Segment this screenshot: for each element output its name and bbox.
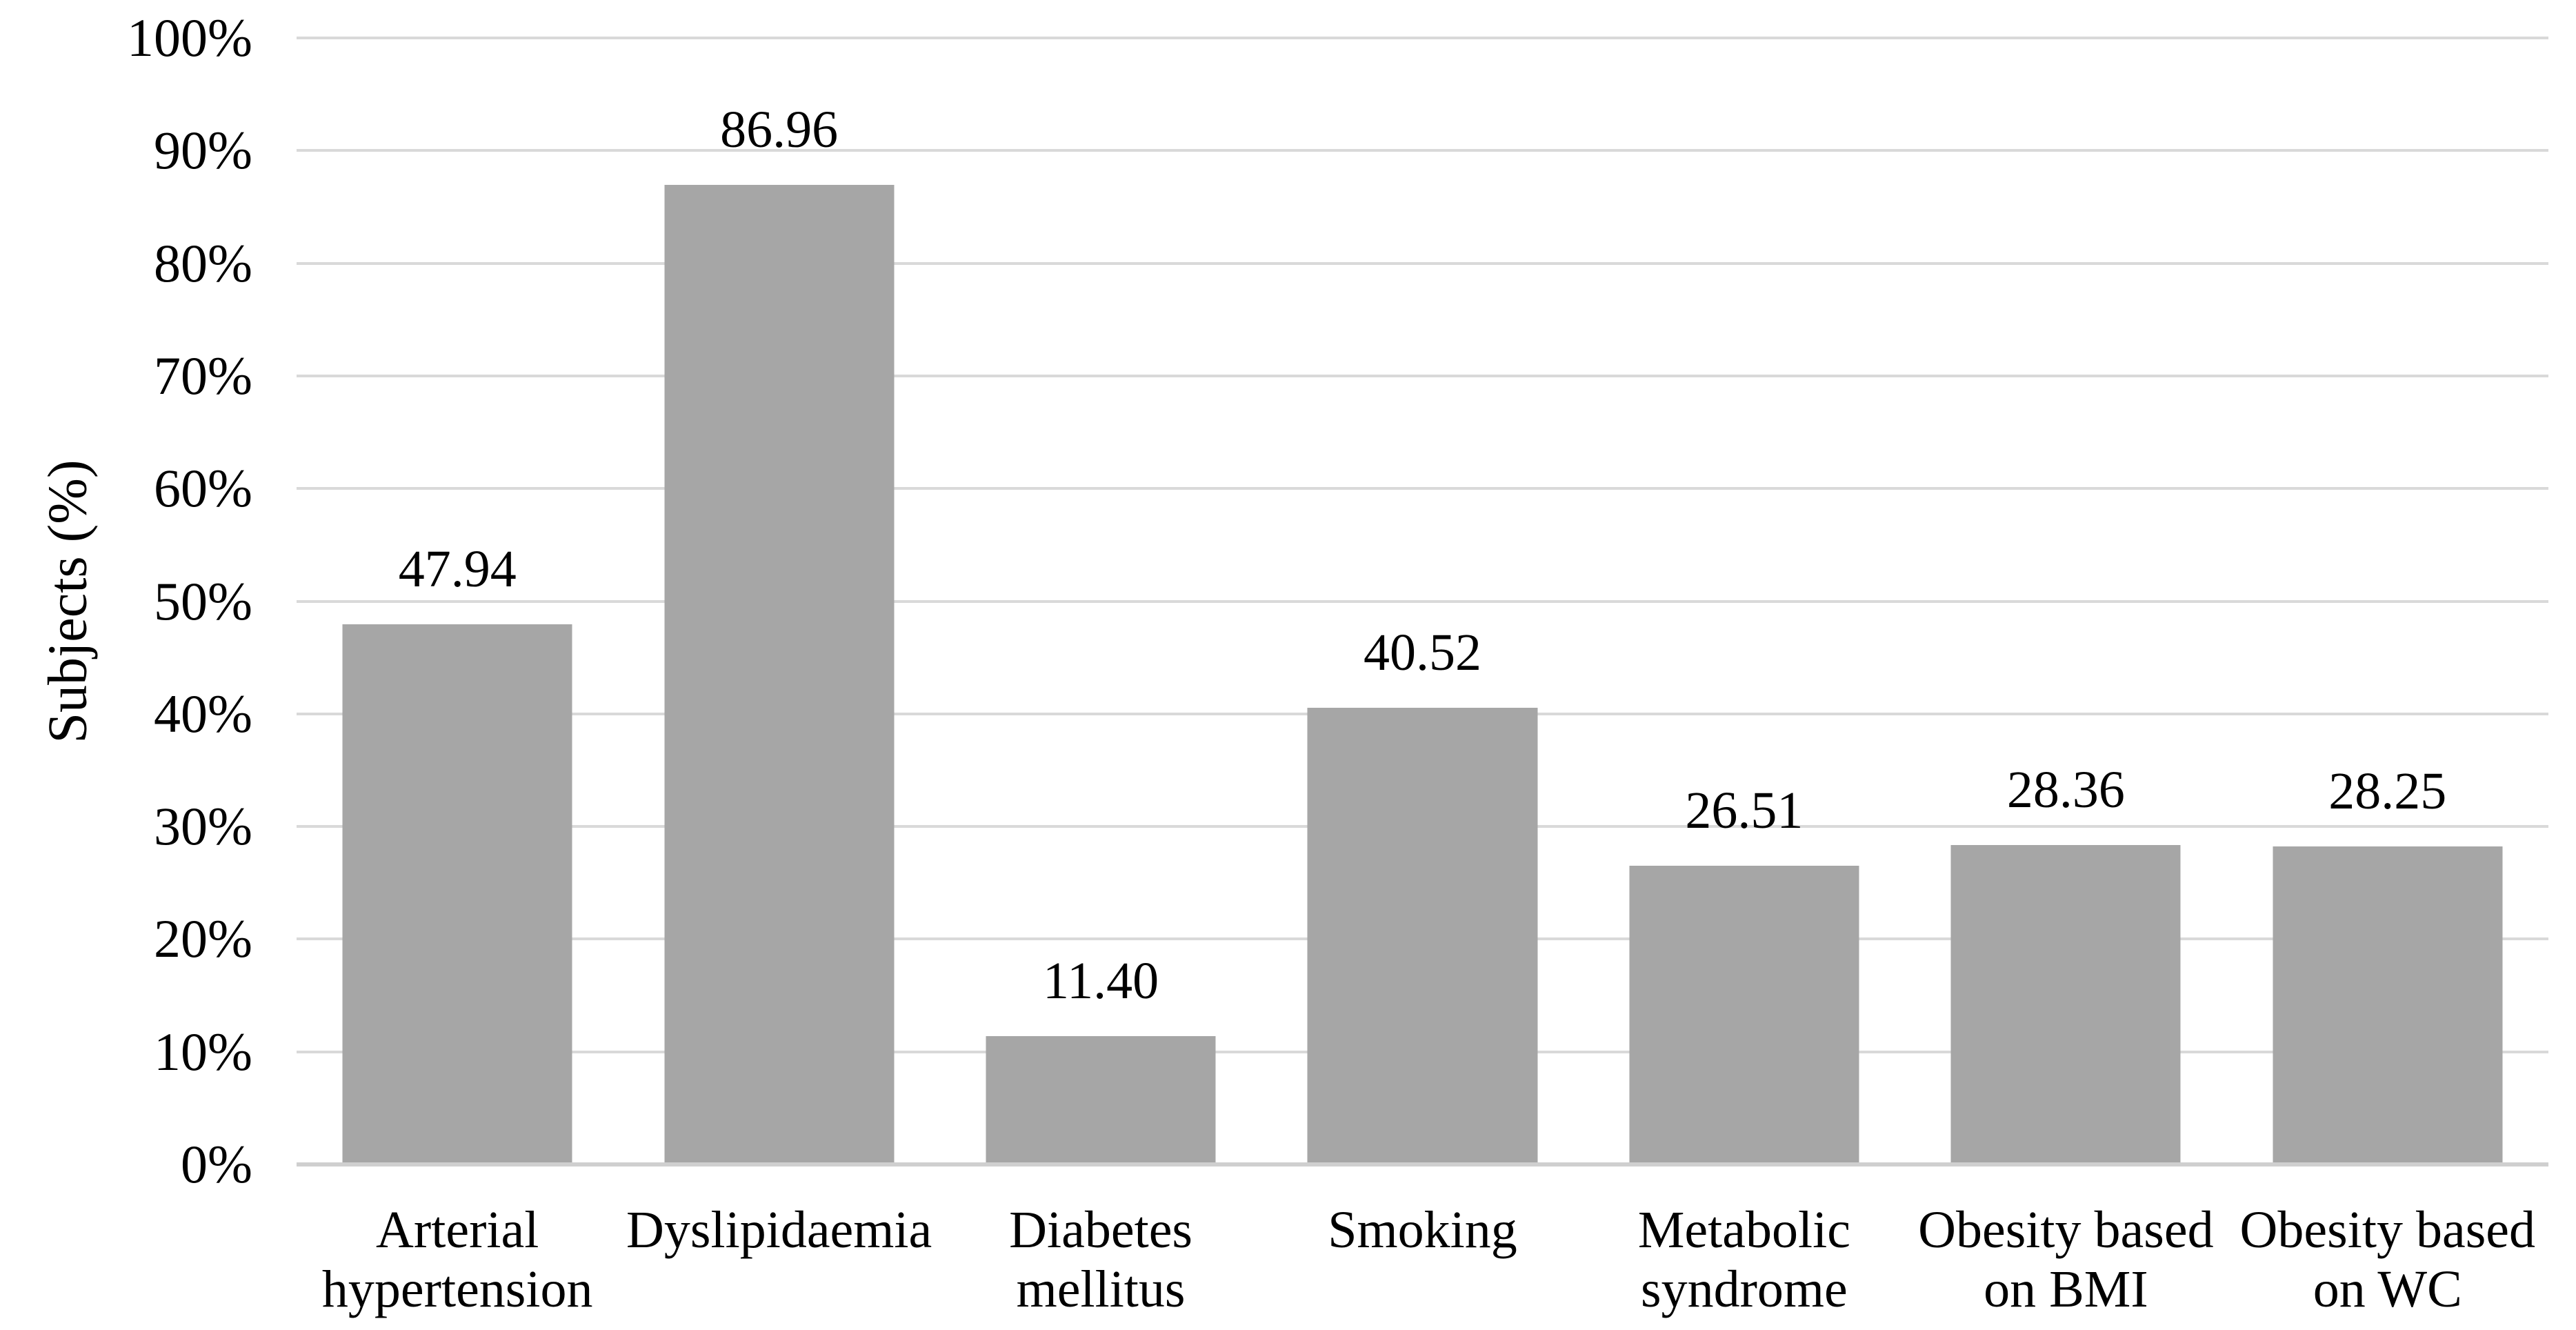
y-axis-ticks: 0% 10% 20% 30% 40% 50% 60% 70% 80% 90% 100% xyxy=(0,11,274,1191)
bar-value-label: 11.40 xyxy=(1042,951,1159,1010)
y-axis-tick-label: 40% xyxy=(154,683,252,744)
bar-value-label: 86.96 xyxy=(720,100,839,159)
bar-slot: 28.25 xyxy=(2227,38,2548,1164)
x-axis-category-label: Obesity based on WC xyxy=(2239,1201,2535,1318)
bar xyxy=(664,184,895,1164)
gridline xyxy=(297,374,2548,377)
bar xyxy=(1950,844,2181,1164)
gridline xyxy=(297,37,2548,39)
y-axis-tick-label: 100% xyxy=(127,8,252,68)
bar xyxy=(2273,846,2503,1164)
x-axis-category-label: Smoking xyxy=(1328,1201,1517,1259)
y-axis-tick-label: 50% xyxy=(154,570,252,631)
bar-slot: 47.94 xyxy=(297,38,618,1164)
x-axis-category-label: Arterial hypertension xyxy=(321,1201,593,1318)
x-axis-labels: Arterial hypertension Dyslipidaemia Diabet… xyxy=(297,1200,2548,1330)
bar-slot: 86.96 xyxy=(618,38,939,1164)
bar-value-label: 28.25 xyxy=(2328,762,2447,820)
x-axis-category-label: Obesity based on BMI xyxy=(1918,1201,2214,1318)
bar xyxy=(1307,708,1537,1164)
y-axis-tick-label: 90% xyxy=(154,120,252,181)
bar-value-label: 40.52 xyxy=(1363,624,1481,682)
x-axis-line xyxy=(297,1162,2548,1167)
x-axis-category-label: Diabetes mellitus xyxy=(1009,1201,1192,1318)
bar-slot: 28.36 xyxy=(1905,38,2226,1164)
gridline xyxy=(297,149,2548,152)
plot-area: 47.94 86.96 11.40 40.52 26.51 28.36 28.25 xyxy=(297,37,2548,1167)
y-axis-tick-label: 70% xyxy=(154,345,252,406)
bar-slot: 26.51 xyxy=(1584,38,1905,1164)
bar xyxy=(342,624,572,1164)
y-axis-tick-label: 20% xyxy=(154,909,252,969)
bar-slot: 40.52 xyxy=(1261,38,1583,1164)
bar-value-label: 26.51 xyxy=(1685,782,1804,840)
x-axis-category-label: Metabolic syndrome xyxy=(1637,1201,1850,1318)
gridline xyxy=(297,599,2548,603)
bar xyxy=(986,1035,1216,1164)
gridline xyxy=(297,261,2548,265)
y-axis-tick-label: 0% xyxy=(181,1134,252,1194)
y-axis-tick-label: 80% xyxy=(154,232,252,293)
bar-value-label: 28.36 xyxy=(2006,760,2125,819)
x-axis-category-label: Dyslipidaemia xyxy=(626,1201,932,1259)
y-axis-tick-label: 30% xyxy=(154,796,252,857)
y-axis-tick-label: 10% xyxy=(154,1021,252,1082)
bar-value-label: 47.94 xyxy=(398,540,517,599)
gridline xyxy=(297,487,2548,490)
y-axis-tick-label: 60% xyxy=(154,458,252,519)
bar xyxy=(1629,866,1859,1164)
bar-slot: 11.40 xyxy=(940,38,1261,1164)
